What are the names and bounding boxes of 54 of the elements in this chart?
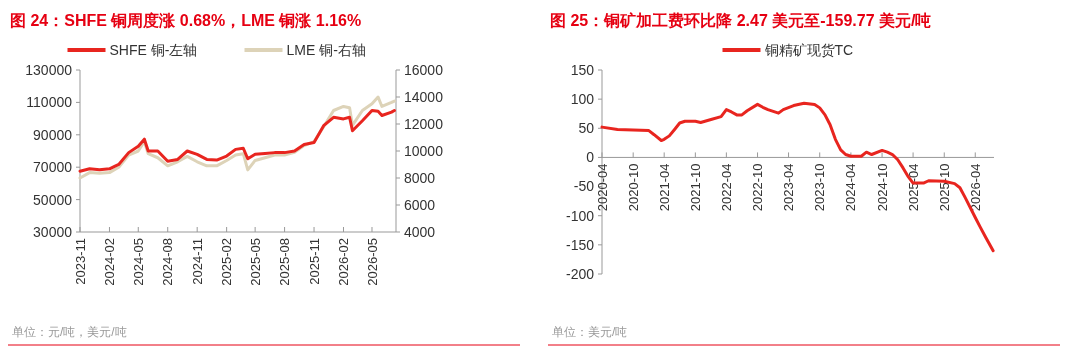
x-tick-label: 2020-10 xyxy=(625,163,641,212)
y2-tick-label: 10000 xyxy=(404,142,444,159)
y-tick-label: 50000 xyxy=(33,191,73,208)
y-tick-label: 90000 xyxy=(33,126,73,143)
legend-label: 铜精矿现货TC xyxy=(763,41,854,58)
y-tick-label: 110000 xyxy=(26,94,73,111)
x-tick-label: 2024-11 xyxy=(189,238,205,285)
x-tick-label: 2023-04 xyxy=(781,163,797,212)
y-tick-label: 30000 xyxy=(33,223,73,240)
y-tick-label: -200 xyxy=(565,265,595,282)
y-tick-label: -50 xyxy=(573,178,595,195)
y-tick-label: 70000 xyxy=(33,159,73,176)
x-tick-label: 2024-08 xyxy=(160,238,176,286)
y-tick-label: 50 xyxy=(578,120,595,137)
y-tick-label: -150 xyxy=(565,236,595,253)
x-tick-label: 2024-10 xyxy=(874,163,890,212)
line-series xyxy=(600,101,995,253)
x-tick-label: 2023-11 xyxy=(72,238,88,285)
legend-label: SHFE 铜-左轴 xyxy=(109,41,198,58)
x-tick-label: 2026-04 xyxy=(967,163,983,212)
y2-tick-label: 14000 xyxy=(404,88,444,105)
x-tick-label: 2026-05 xyxy=(364,238,380,286)
x-tick-label: 2022-10 xyxy=(750,163,766,212)
y2-tick-label: 6000 xyxy=(404,196,436,213)
x-tick-label: 2023-10 xyxy=(812,163,828,212)
chart-title: 图 24：SHFE 铜周度涨 0.68%，LME 铜涨 1.16% xyxy=(10,11,362,29)
y-tick-label: 0 xyxy=(586,149,595,166)
legend-label: LME 铜-右轴 xyxy=(286,41,366,58)
x-tick-label: 2020-04 xyxy=(594,163,610,212)
x-tick-label: 2025-10 xyxy=(936,163,952,212)
x-tick-label: 2025-11 xyxy=(306,238,322,285)
x-tick-label: 2025-04 xyxy=(905,163,921,212)
y2-tick-label: 16000 xyxy=(404,61,444,78)
x-tick-label: 2025-02 xyxy=(219,238,235,286)
y2-tick-label: 8000 xyxy=(404,169,436,186)
y-tick-label: -100 xyxy=(565,207,595,224)
x-tick-label: 2022-04 xyxy=(718,163,734,212)
chart-title: 图 25：铜矿加工费环比降 2.47 美元至-159.77 美元/吨 xyxy=(550,11,932,29)
y-tick-label: 150 xyxy=(570,61,595,78)
x-tick-label: 2024-04 xyxy=(843,163,859,212)
y-tick-label: 100 xyxy=(570,91,595,108)
x-tick-label: 2021-10 xyxy=(687,163,703,212)
x-tick-label: 2021-04 xyxy=(656,163,672,212)
text: 单位：美元/吨 xyxy=(552,325,628,339)
x-tick-label: 2024-05 xyxy=(130,238,146,286)
y-tick-label: 130000 xyxy=(25,61,73,78)
x-tick-label: 2026-02 xyxy=(336,238,352,286)
x-tick-label: 2025-08 xyxy=(277,238,293,286)
text: 单位：元/吨，美元/吨 xyxy=(12,325,127,339)
y2-tick-label: 4000 xyxy=(404,223,436,240)
line-series xyxy=(78,109,396,173)
x-tick-label: 2025-05 xyxy=(247,238,263,286)
x-tick-label: 2024-02 xyxy=(102,238,117,286)
y2-tick-label: 12000 xyxy=(404,115,444,132)
